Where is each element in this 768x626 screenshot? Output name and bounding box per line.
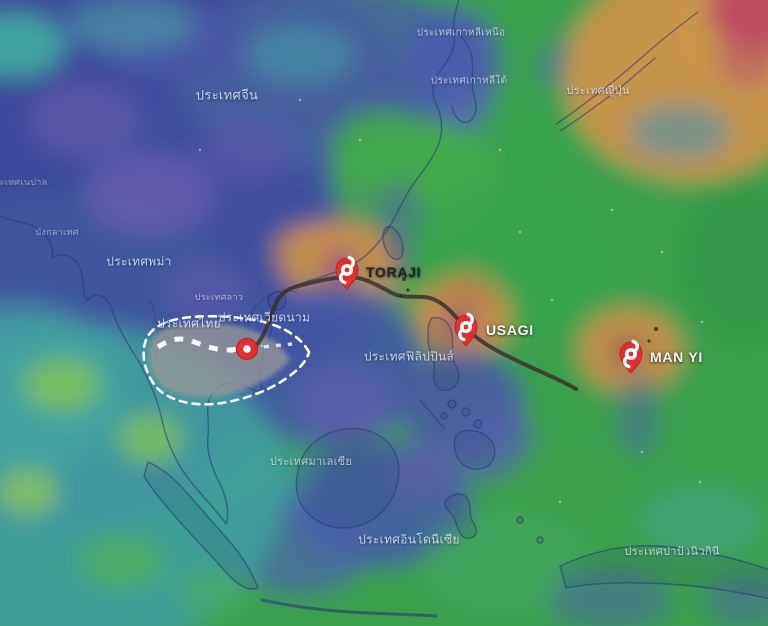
storm-track-line <box>248 274 578 391</box>
current-position-marker[interactable] <box>236 338 258 360</box>
forecast-cone-outline <box>142 314 311 406</box>
track-specks <box>399 277 658 343</box>
